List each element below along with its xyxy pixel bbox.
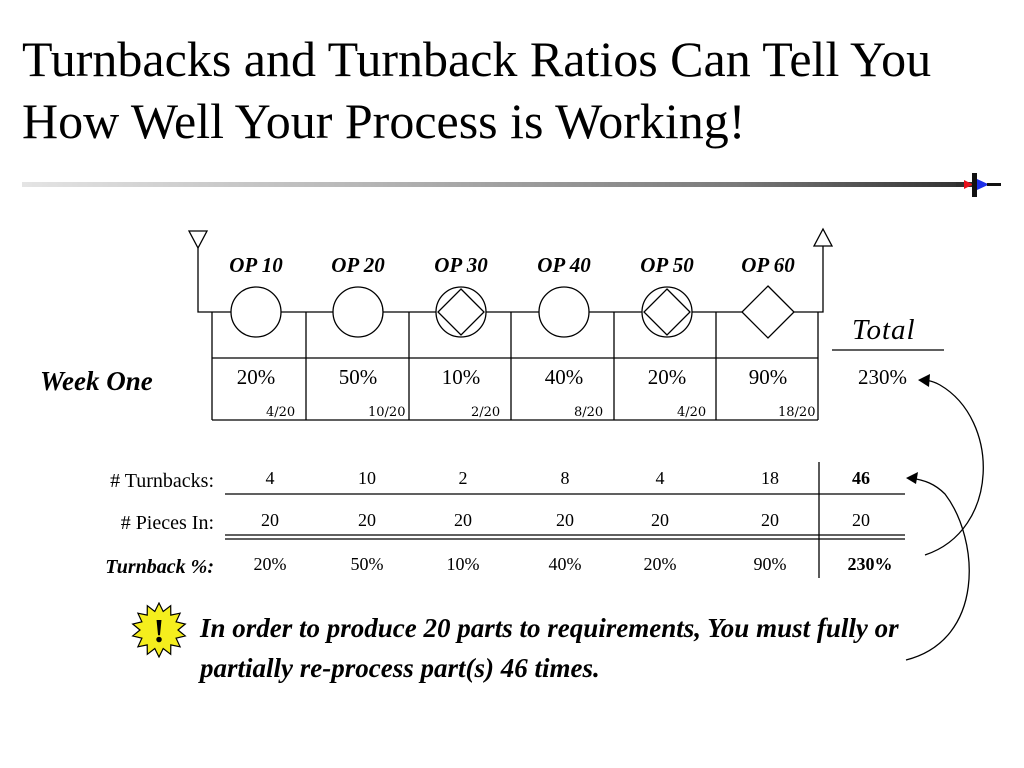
total-label: Total <box>852 314 916 346</box>
operation-inspection-icon <box>641 286 693 338</box>
table-cell: 8 <box>560 468 570 488</box>
divider-arrow-icon <box>956 173 1001 197</box>
table-cell: 20 <box>556 510 574 530</box>
op-ratio: 4/20 <box>677 405 707 420</box>
op-percent: 20% <box>647 365 687 389</box>
total-arrow <box>921 379 984 556</box>
table-row-label: # Pieces In: <box>120 512 214 534</box>
op-ratio: 2/20 <box>471 405 501 420</box>
table-cell: 4 <box>265 468 275 488</box>
table-total-cell: 46 <box>852 468 870 488</box>
operation-circle-icon <box>538 286 590 338</box>
op-label: OP 60 <box>741 253 795 277</box>
table-cell: 40% <box>548 554 582 574</box>
table-row-label: # Turnbacks: <box>110 470 214 492</box>
exclamation-burst-icon: ! <box>131 602 187 658</box>
op-label: OP 50 <box>640 253 694 277</box>
op-label: OP 10 <box>229 253 283 277</box>
end-triangle-icon <box>812 227 834 247</box>
inspection-diamond-icon <box>741 285 795 339</box>
table-total-cell: 20 <box>852 510 870 530</box>
op-label: OP 20 <box>331 253 385 277</box>
op-label: OP 30 <box>434 253 488 277</box>
table-cell: 20 <box>358 510 376 530</box>
op-percent: 40% <box>544 365 584 389</box>
table-cell: 20 <box>261 510 279 530</box>
op-percent: 10% <box>441 365 481 389</box>
operation-circle-icon <box>230 286 282 338</box>
table-row-label: Turnback %: <box>105 556 214 578</box>
operation-circle-icon <box>332 286 384 338</box>
table-cell: 10% <box>446 554 480 574</box>
table-cell: 10 <box>358 468 376 488</box>
table-cell: 20% <box>253 554 287 574</box>
op-ratio: 4/20 <box>266 405 296 420</box>
table-cell: 20 <box>454 510 472 530</box>
table-cell: 50% <box>350 554 384 574</box>
table-cell: 18 <box>761 468 779 488</box>
op-percent: 50% <box>338 365 378 389</box>
op-label: OP 40 <box>537 253 591 277</box>
op-ratio: 8/20 <box>574 405 604 420</box>
op-ratio: 18/20 <box>778 405 816 420</box>
slide-title: Turnbacks and Turnback Ratios Can Tell Y… <box>22 31 932 149</box>
table-cell: 2 <box>458 468 468 488</box>
operation-inspection-icon <box>435 286 487 338</box>
table-cell: 20 <box>651 510 669 530</box>
total-value: 230% <box>858 365 907 389</box>
table-cell: 20 <box>761 510 779 530</box>
table-cell: 90% <box>753 554 787 574</box>
note-text: In order to produce 20 parts to requirem… <box>200 613 899 683</box>
title-divider <box>22 182 972 187</box>
op-percent: 20% <box>236 365 276 389</box>
table-cell: 4 <box>655 468 665 488</box>
start-triangle-icon <box>187 230 209 250</box>
op-percent: 90% <box>748 365 788 389</box>
table-total-cell: 230% <box>847 554 893 574</box>
turnbacks-arrow <box>905 477 970 661</box>
warning-mark: ! <box>153 613 164 650</box>
week-label: Week One <box>40 366 153 396</box>
op-ratio: 10/20 <box>368 405 406 420</box>
table-cell: 20% <box>643 554 677 574</box>
